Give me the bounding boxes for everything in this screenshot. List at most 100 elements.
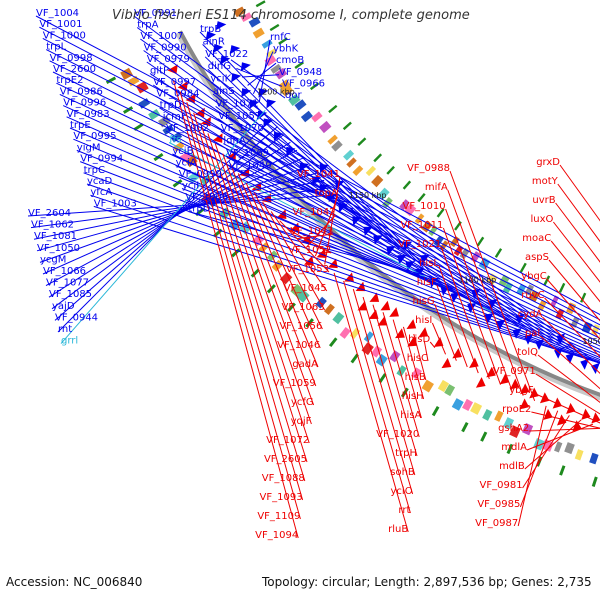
- label-leader-line: [431, 322, 447, 355]
- label-leader-line: [33, 179, 325, 240]
- label-leader-line: [156, 96, 528, 332]
- label-leader-line: [80, 161, 600, 362]
- category-block: [591, 324, 600, 336]
- gene-label: VF_0986: [60, 86, 103, 97]
- forward-gene-arrow: [205, 31, 217, 41]
- forward-gene-arrow: [212, 43, 224, 54]
- gc-marker: [559, 465, 566, 476]
- gene-label: grrl: [61, 336, 78, 347]
- accession-label: Accession: NC_006840: [6, 575, 143, 589]
- label-leader-line: [36, 172, 318, 252]
- gene-label: rnt: [58, 324, 72, 335]
- label-leader-line: [533, 392, 600, 424]
- reverse-gene-arrow: [418, 327, 429, 338]
- gene-label: gshA2: [498, 423, 529, 434]
- reverse-gene-arrow: [520, 383, 530, 395]
- gc-marker: [543, 275, 551, 286]
- gene-label: VF_1041: [297, 169, 340, 180]
- category-block: [288, 94, 301, 107]
- gene-label: VF_1062: [31, 220, 74, 231]
- gc-marker: [342, 121, 352, 131]
- category-block: [371, 174, 384, 188]
- label-leader-line: [559, 164, 600, 222]
- gene-label: VF_0987: [475, 518, 518, 529]
- gc-marker: [250, 268, 260, 278]
- gene-label: ainS: [213, 86, 235, 97]
- label-leader-line: [288, 229, 332, 254]
- gene-label: trpA: [137, 20, 158, 31]
- label-leader-line: [447, 189, 524, 396]
- gene-label: trpE: [70, 120, 91, 131]
- gene-label: rnfC: [270, 32, 291, 43]
- gene-label: VF_0995: [73, 131, 116, 142]
- gene-label: ybhK: [273, 44, 299, 55]
- gene-label: mdlB: [499, 461, 525, 472]
- gene-label: VF_0998: [50, 53, 93, 64]
- forward-gene-arrow: [273, 131, 284, 142]
- gene-label: yqjF: [291, 416, 312, 427]
- gene-label: VF_1010: [403, 201, 446, 212]
- map-title: Vibrio fischeri ES114 chromosome I, comp…: [112, 8, 470, 23]
- label-leader-line: [228, 167, 346, 203]
- label-leader-line: [214, 143, 312, 425]
- gene-label: moaC: [522, 233, 551, 244]
- reverse-gene-arrow: [469, 357, 479, 368]
- gene-label: VF_1046: [277, 340, 320, 351]
- gene-label: VF_2600: [53, 64, 96, 75]
- label-leader-line: [279, 220, 330, 273]
- category-block: [339, 327, 351, 339]
- gene-label: hisB: [405, 372, 426, 383]
- reverse-gene-arrow: [552, 397, 562, 409]
- category-block: [494, 410, 504, 422]
- label-leader-line: [52, 71, 600, 339]
- gene-label: VF_1042: [293, 207, 336, 218]
- gene-label: VF_1049: [229, 160, 272, 171]
- gene-label: VF_0991: [134, 8, 177, 19]
- gene-label: VF_1001: [39, 19, 82, 30]
- label-leader-line: [550, 240, 600, 303]
- label-leader-line: [526, 423, 594, 451]
- gene-label: yciI: [182, 181, 199, 192]
- label-leader-line: [207, 68, 408, 256]
- label-leader-line: [539, 335, 600, 390]
- label-leader-line: [204, 56, 416, 262]
- category-block: [311, 111, 323, 123]
- category-block: [332, 311, 345, 325]
- category-block: [258, 242, 270, 254]
- label-leader-line: [434, 303, 457, 361]
- gene-label: VF_0983: [67, 109, 110, 120]
- forward-gene-arrow: [580, 358, 590, 370]
- category-block: [509, 425, 521, 438]
- genome-summary-label: Topology: circular; Length: 2,897,536 bp…: [262, 575, 592, 589]
- gene-label: VF_1072: [266, 435, 309, 446]
- gene-label: yfcA: [90, 187, 112, 198]
- gc-marker: [506, 443, 514, 455]
- gene-label: cmoB: [276, 55, 304, 66]
- category-block: [361, 342, 374, 356]
- label-leader-line: [59, 93, 600, 347]
- gene-label: ycfG: [291, 397, 314, 408]
- gc-marker: [480, 431, 488, 442]
- category-block: [346, 157, 357, 168]
- category-block: [318, 120, 332, 134]
- category-block: [252, 27, 265, 39]
- gc-marker: [373, 153, 383, 163]
- label-leader-line: [222, 153, 315, 406]
- gene-label: sohB: [390, 467, 415, 478]
- position-tick-label: 1150 kbp: [349, 191, 387, 200]
- gene-label: VF_1085: [49, 289, 92, 300]
- gene-label: yciO: [391, 486, 413, 497]
- gc-marker: [400, 387, 409, 398]
- label-leader-line: [362, 296, 416, 476]
- gene-label: yajD: [52, 301, 75, 312]
- category-block: [451, 398, 464, 411]
- category-block: [564, 442, 575, 455]
- gene-label: VF_0990: [144, 43, 187, 54]
- gc-marker: [378, 373, 387, 384]
- reverse-gene-arrow: [355, 281, 366, 292]
- gene-label: ycaD: [87, 176, 113, 187]
- reverse-gene-arrow: [499, 373, 510, 385]
- gene-label: VF_1088: [262, 473, 305, 484]
- gene-label: VF_1066: [43, 266, 86, 277]
- label-leader-line: [152, 84, 537, 337]
